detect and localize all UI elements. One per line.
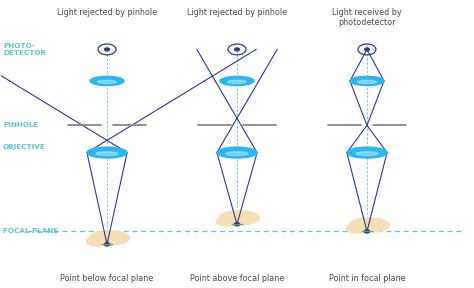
Text: Point above focal plane: Point above focal plane — [190, 274, 284, 283]
Ellipse shape — [89, 231, 129, 245]
Text: Point below focal plane: Point below focal plane — [60, 274, 154, 283]
Circle shape — [365, 230, 370, 233]
Ellipse shape — [226, 152, 248, 156]
Ellipse shape — [219, 211, 259, 225]
Text: Light received by
photodetector: Light received by photodetector — [332, 8, 402, 27]
Ellipse shape — [349, 218, 390, 232]
Text: FOCAL PLANE: FOCAL PLANE — [3, 228, 58, 234]
Ellipse shape — [347, 147, 387, 158]
Text: PHOTO-
DETECTOR: PHOTO- DETECTOR — [3, 43, 46, 56]
Text: Light rejected by pinhole: Light rejected by pinhole — [187, 8, 287, 17]
Ellipse shape — [86, 237, 111, 246]
Ellipse shape — [356, 152, 378, 156]
Ellipse shape — [87, 147, 127, 158]
Text: Light rejected by pinhole: Light rejected by pinhole — [57, 8, 157, 17]
Ellipse shape — [98, 80, 117, 84]
Text: PINHOLE: PINHOLE — [3, 122, 38, 128]
Ellipse shape — [220, 76, 254, 86]
Ellipse shape — [346, 224, 371, 233]
Ellipse shape — [228, 80, 246, 84]
Ellipse shape — [90, 76, 124, 86]
Text: Point in focal plane: Point in focal plane — [328, 274, 405, 283]
Circle shape — [105, 48, 109, 51]
Text: OBJECTIVE: OBJECTIVE — [3, 144, 46, 150]
Ellipse shape — [217, 147, 257, 158]
Ellipse shape — [216, 217, 241, 226]
Ellipse shape — [350, 76, 384, 86]
Ellipse shape — [96, 152, 118, 156]
Circle shape — [235, 223, 239, 226]
Circle shape — [104, 243, 109, 246]
Circle shape — [365, 48, 369, 51]
Circle shape — [235, 48, 239, 51]
Ellipse shape — [357, 80, 376, 84]
